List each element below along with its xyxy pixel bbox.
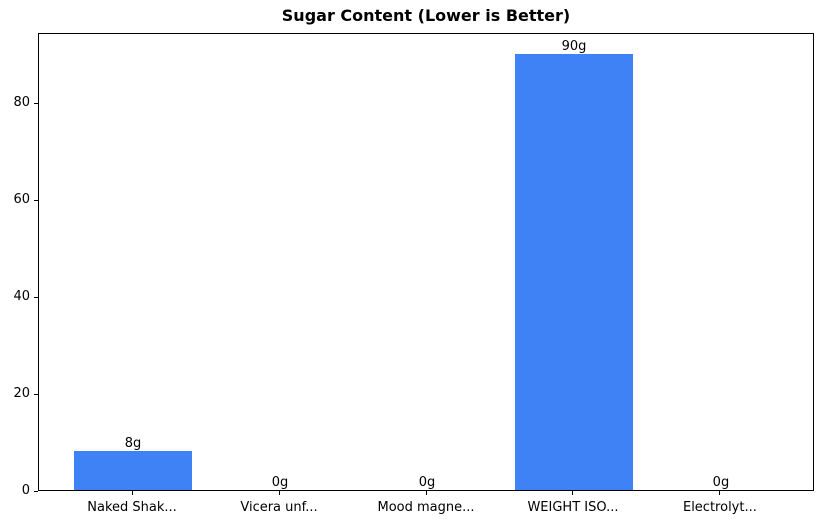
- y-tick-mark-1: [34, 393, 38, 395]
- x-tick-mark-0: [131, 491, 133, 495]
- x-tick-label-0: Naked Shak...: [87, 500, 177, 515]
- y-tick-label-4: 80: [13, 95, 30, 111]
- plot-area: 8g 0g 0g 90g 0g: [38, 33, 814, 491]
- y-tick-mark-4: [34, 102, 38, 104]
- y-tick-mark-0: [34, 490, 38, 492]
- bar-value-label-2: 0g: [418, 475, 436, 490]
- y-tick-label-1: 20: [13, 386, 30, 402]
- y-tick-label-3: 60: [13, 192, 30, 208]
- y-tick-mark-3: [34, 199, 38, 201]
- bar-value-label-3: 90g: [561, 38, 587, 54]
- x-tick-mark-3: [572, 491, 574, 495]
- x-tick-label-3: WEIGHT ISO...: [527, 500, 619, 515]
- bar-value-label-4: 0g: [712, 475, 730, 490]
- bar-value-label-0: 8g: [124, 436, 142, 452]
- chart-title: Sugar Content (Lower is Better): [281, 6, 571, 25]
- y-tick-label-0: 0: [21, 483, 30, 498]
- bar-0: [74, 451, 192, 490]
- y-tick-label-2: 40: [13, 289, 30, 305]
- x-tick-label-1: Vicera unf...: [240, 500, 318, 515]
- x-tick-label-4: Electrolyt...: [682, 500, 757, 515]
- x-tick-mark-1: [278, 491, 280, 495]
- bar-value-label-1: 0g: [271, 475, 289, 490]
- x-tick-mark-4: [719, 491, 721, 495]
- bar-3: [515, 53, 633, 490]
- y-tick-mark-2: [34, 296, 38, 298]
- x-tick-label-2: Mood magne...: [377, 500, 475, 515]
- x-tick-mark-2: [425, 491, 427, 495]
